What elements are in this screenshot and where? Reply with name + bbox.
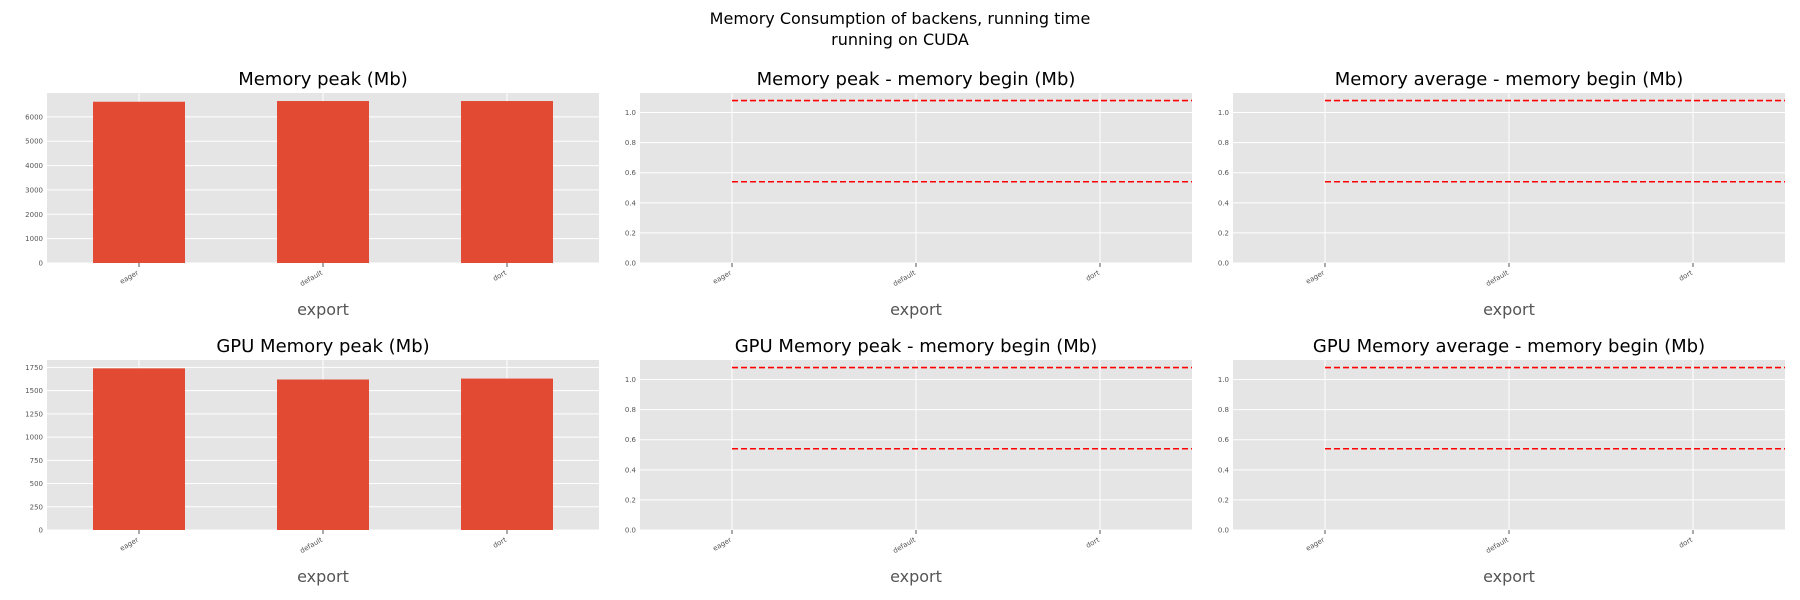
y-tick-label: 0.0 (625, 260, 636, 268)
x-tick-label-dort: dort (1678, 536, 1695, 550)
y-tick-label: 6000 (25, 113, 43, 121)
x-tick-label-eager: eager (1304, 536, 1326, 553)
y-tick-label: 0.0 (1218, 260, 1229, 268)
subplot-1: 0 1000 2000 3000 4000 5000 6000 eager default dor… (25, 69, 599, 319)
y-tick-label: 0.4 (625, 466, 637, 474)
y-tick-label: 0.2 (1218, 496, 1229, 504)
y-tick-label: 1.0 (1218, 109, 1229, 117)
figure-suptitle-line1: Memory Consumption of backens, running t… (709, 9, 1091, 28)
y-tick-label: 1000 (25, 434, 43, 442)
y-tick-label: 1750 (25, 364, 43, 372)
y-tick-label: 0.8 (625, 139, 636, 147)
x-tick-label-dort: dort (1085, 536, 1102, 550)
subplot-5: 0.0 0.2 0.4 0.6 0.8 1.0 eager default dort GPU Me… (625, 336, 1192, 586)
bar-default (277, 101, 369, 263)
x-axis-label: export (890, 300, 942, 319)
subplot-title: GPU Memory peak - memory begin (Mb) (735, 336, 1098, 357)
y-tick-label: 0.4 (625, 199, 637, 207)
y-tick-label: 0.6 (1218, 169, 1230, 177)
y-tick-label: 0 (39, 527, 43, 535)
y-tick-label: 1500 (25, 387, 43, 395)
y-tick-label: 0.6 (1218, 436, 1230, 444)
x-tick-label-dort: dort (1085, 269, 1102, 283)
y-tick-label: 0.0 (1218, 527, 1229, 535)
y-tick-label: 3000 (25, 186, 43, 194)
x-tick-label-eager: eager (711, 269, 733, 286)
y-tick-label: 2000 (25, 211, 43, 219)
y-tick-label: 1.0 (1218, 376, 1229, 384)
y-tick-label: 0.4 (1218, 199, 1230, 207)
x-tick-label-default: default (892, 536, 918, 555)
y-tick-label: 4000 (25, 162, 43, 170)
x-tick-label-eager: eager (1304, 269, 1326, 286)
y-tick-label: 1.0 (625, 109, 636, 117)
figure-suptitle-line2: running on CUDA (831, 30, 969, 49)
x-axis-label: export (1483, 567, 1535, 586)
x-tick-label-eager: eager (118, 269, 140, 286)
x-tick-label-default: default (1485, 536, 1511, 555)
y-tick-label: 1250 (25, 410, 43, 418)
x-tick-label-default: default (299, 269, 325, 288)
bar-eager (93, 368, 185, 530)
x-axis-label: export (297, 567, 349, 586)
y-tick-label: 0 (39, 260, 43, 268)
y-tick-label: 1000 (25, 235, 43, 243)
bar-dort (461, 101, 553, 263)
x-tick-label-default: default (1485, 269, 1511, 288)
bar-eager (93, 101, 185, 263)
y-tick-label: 750 (30, 457, 43, 465)
y-tick-label: 0.6 (625, 169, 637, 177)
subplot-4: 0 250 500 750 1000 1250 1500 1750 eager default do… (25, 336, 599, 586)
subplot-title: GPU Memory average - memory begin (Mb) (1313, 336, 1705, 357)
subplot-title: Memory peak - memory begin (Mb) (757, 69, 1076, 90)
y-tick-label: 0.4 (1218, 466, 1230, 474)
subplot-3: 0.0 0.2 0.4 0.6 0.8 1.0 eager default dort Memory… (1218, 69, 1785, 319)
x-tick-label-dort: dort (492, 269, 509, 283)
x-axis-label: export (890, 567, 942, 586)
y-tick-label: 0.2 (1218, 229, 1229, 237)
x-tick-label-default: default (299, 536, 325, 555)
x-axis-label: export (297, 300, 349, 319)
y-tick-label: 0.6 (625, 436, 637, 444)
x-axis-label: export (1483, 300, 1535, 319)
x-tick-label-dort: dort (492, 536, 509, 550)
subplot-title: Memory peak (Mb) (238, 69, 408, 90)
x-tick-label-eager: eager (711, 536, 733, 553)
y-tick-label: 250 (30, 503, 43, 511)
y-tick-label: 0.8 (625, 406, 636, 414)
y-tick-label: 0.2 (625, 496, 636, 504)
y-tick-label: 0.2 (625, 229, 636, 237)
subplot-6: 0.0 0.2 0.4 0.6 0.8 1.0 eager default dort GPU Me… (1218, 336, 1785, 586)
subplot-title: GPU Memory peak (Mb) (216, 336, 429, 357)
bar-default (277, 379, 369, 530)
y-tick-label: 0.8 (1218, 406, 1229, 414)
y-tick-label: 5000 (25, 138, 43, 146)
x-tick-label-default: default (892, 269, 918, 288)
x-tick-label-eager: eager (118, 536, 140, 553)
x-tick-label-dort: dort (1678, 269, 1695, 283)
bar-dort (461, 378, 553, 530)
y-tick-label: 0.0 (625, 527, 636, 535)
y-tick-label: 1.0 (625, 376, 636, 384)
y-tick-label: 0.8 (1218, 139, 1229, 147)
y-tick-label: 500 (30, 480, 43, 488)
subplot-title: Memory average - memory begin (Mb) (1335, 69, 1684, 90)
subplot-2: 0.0 0.2 0.4 0.6 0.8 1.0 eager default dort Memory… (625, 69, 1192, 319)
